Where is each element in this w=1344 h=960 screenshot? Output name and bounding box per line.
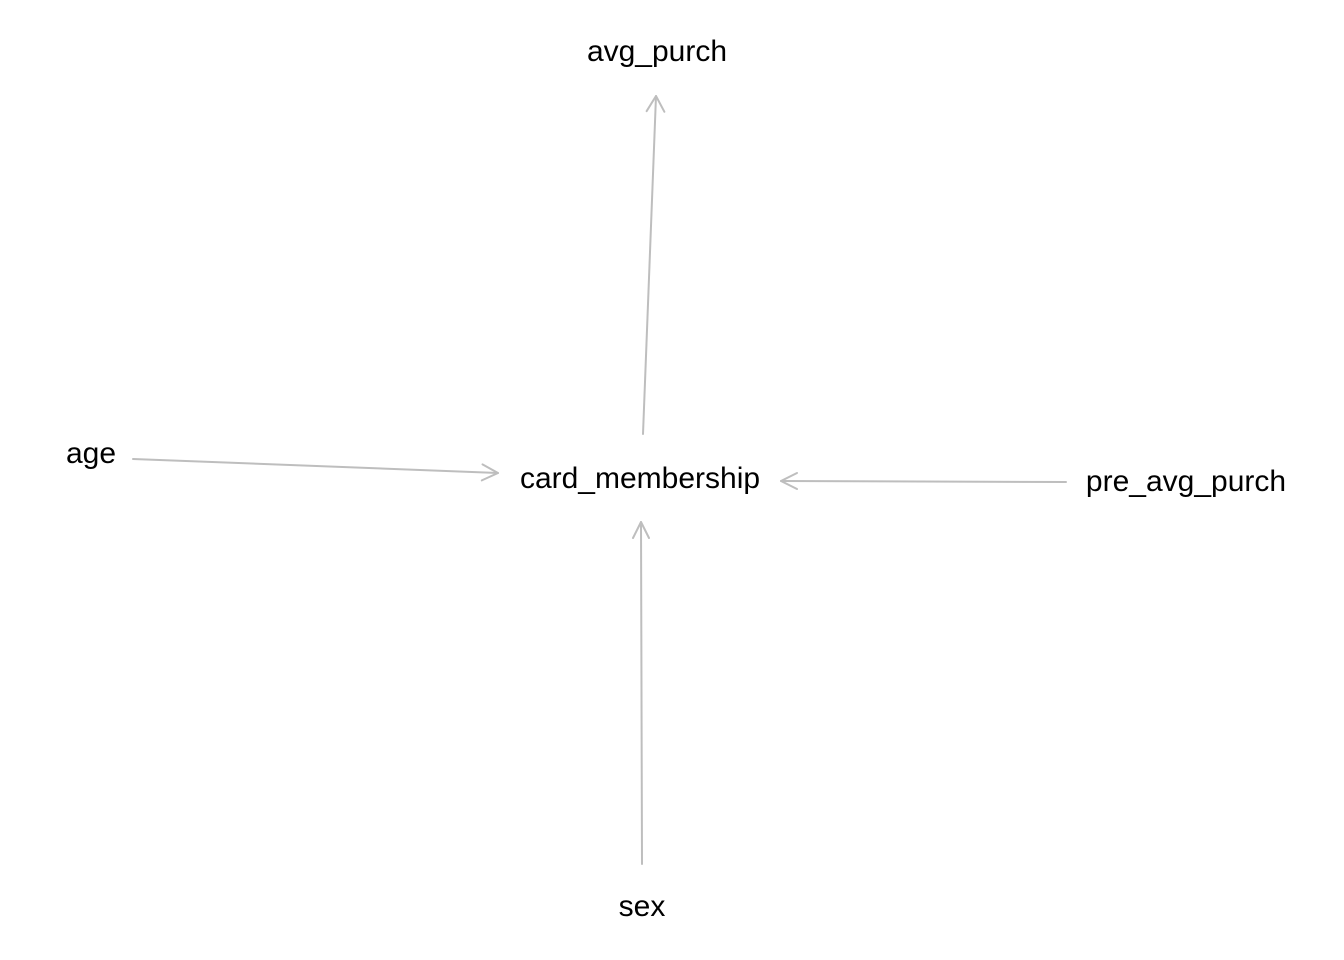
arrowhead (645, 95, 666, 113)
arrowhead (480, 463, 499, 482)
edge-line (640, 521, 643, 865)
edge-line (132, 458, 499, 474)
edge-line (642, 95, 657, 435)
node-card-membership: card_membership (520, 462, 760, 495)
edge-age-to-card-membership (132, 458, 499, 482)
edge-pre-avg-purch-to-card-membership (780, 472, 1067, 490)
node-pre-avg-purch: pre_avg_purch (1086, 465, 1286, 498)
nodes: avg_purch card_membership age pre_avg_pu… (66, 35, 1286, 923)
arrowhead (632, 521, 650, 539)
edges (132, 95, 1067, 865)
arrowhead (780, 472, 798, 490)
edge-card-membership-to-avg-purch (642, 95, 666, 435)
edge-line (780, 480, 1067, 483)
node-avg-purch: avg_purch (587, 35, 727, 68)
node-age: age (66, 437, 116, 470)
node-sex: sex (619, 890, 666, 923)
edge-sex-to-card-membership (632, 521, 650, 865)
